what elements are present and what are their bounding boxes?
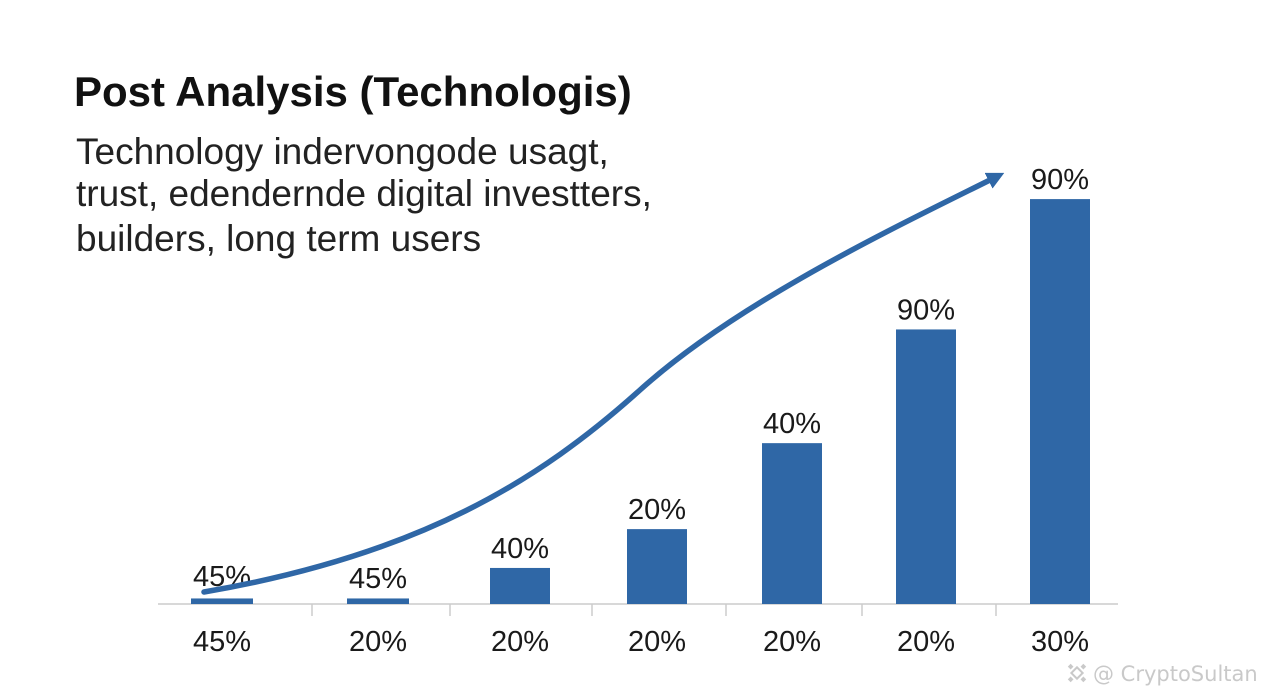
bar-3 [490,567,550,604]
x-tick-label-2: 20% [349,626,407,658]
x-tick-label-1: 45% [193,626,251,658]
data-label-5: 40% [763,408,821,440]
data-label-4: 20% [628,494,686,526]
data-label-7: 90% [1031,164,1089,196]
trend-arrow [201,172,1005,595]
bar-4 [627,529,687,604]
x-tick-label-5: 20% [763,626,821,658]
bar-5 [762,443,822,604]
watermark: @ CryptoSultan [1067,662,1258,686]
x-axis-ticks [311,604,997,616]
bar-2 [347,598,409,604]
x-tick-label-6: 20% [897,626,955,658]
bar-6 [896,329,956,604]
x-tick-label-4: 20% [628,626,686,658]
chart-subtitle-line-2: trust, edendernde digital investters, [76,173,652,214]
watermark-text: @ CryptoSultan [1093,662,1258,686]
chart-subtitle-line-1: Technology indervongode usagt, [76,131,609,172]
chart-title: Post Analysis (Technologis) [74,68,632,115]
x-tick-labels: 45% 20% 20% 20% 20% 20% 30% [193,626,1089,658]
chart-subtitle-line-3: builders, long term users [76,218,481,259]
data-label-2: 45% [349,563,407,595]
bar-1 [191,598,253,604]
binance-logo-icon [1067,663,1087,683]
x-tick-label-7: 30% [1031,626,1089,658]
x-tick-label-3: 20% [491,626,549,658]
data-labels: 45% 45%40%20%40%90%90% [193,164,1089,595]
bars [191,199,1090,605]
data-label-3: 40% [491,533,549,565]
data-label-6: 90% [897,294,955,326]
bar-7 [1030,199,1090,605]
